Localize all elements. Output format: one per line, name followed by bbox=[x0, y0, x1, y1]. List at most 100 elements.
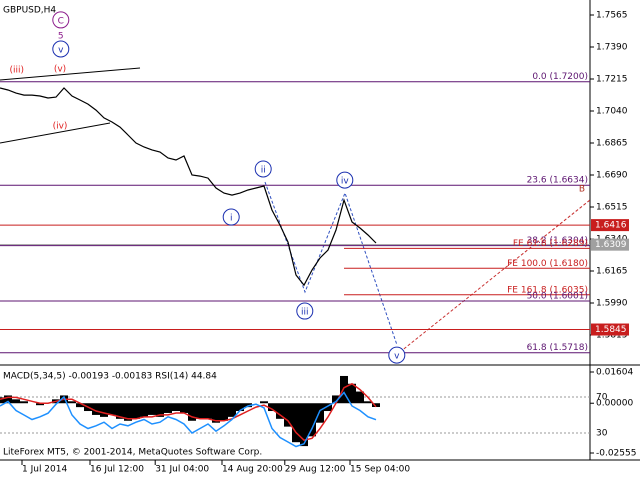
macd-bar bbox=[36, 403, 44, 406]
signal-line bbox=[0, 382, 377, 442]
macd-bar bbox=[276, 403, 284, 419]
macd-bar bbox=[364, 401, 372, 404]
price-line bbox=[0, 87, 377, 287]
macd-bar bbox=[0, 397, 4, 404]
macd-bar bbox=[356, 391, 364, 404]
price-box-label: 1.5845 bbox=[595, 325, 627, 335]
macd-bar bbox=[236, 403, 244, 412]
y2-tick-label: 70 bbox=[596, 393, 608, 403]
wave-label: v bbox=[58, 46, 64, 56]
macd-bar bbox=[132, 403, 140, 419]
y-tick-label: 1.7565 bbox=[596, 10, 628, 20]
wave-label: (iii) bbox=[10, 65, 25, 75]
level-label: 38.2 (1.6304) bbox=[527, 236, 588, 246]
macd-bar bbox=[204, 403, 212, 419]
macd-bar bbox=[228, 403, 236, 417]
macd-bar bbox=[340, 375, 348, 404]
y2-tick-label: 30 bbox=[596, 429, 608, 439]
macd-bar bbox=[12, 399, 20, 404]
trend-line bbox=[0, 67, 141, 81]
macd-bar bbox=[68, 401, 76, 404]
level-label: FE 61.8 (1.6289) bbox=[513, 239, 588, 249]
price-box-label: 1.6309 bbox=[595, 240, 627, 250]
y-tick-label: 1.5990 bbox=[596, 299, 628, 309]
rsi-line bbox=[0, 391, 377, 448]
macd-bar bbox=[284, 403, 292, 427]
y-tick-label: 1.6865 bbox=[596, 139, 628, 149]
level-label: 50.0 (1.6001) bbox=[527, 291, 588, 301]
wave-label: iv bbox=[341, 177, 350, 187]
x-tick-label: 1 Jul 2014 bbox=[22, 465, 67, 475]
y-tick-label: 1.6515 bbox=[596, 203, 628, 213]
y-tick-label: -0.02555 bbox=[596, 449, 636, 459]
macd-bar bbox=[20, 401, 28, 404]
macd-bar bbox=[324, 403, 332, 412]
wave-label: (iv) bbox=[53, 122, 68, 132]
macd-bar bbox=[100, 403, 108, 417]
macd-bar bbox=[316, 403, 324, 423]
macd-bar bbox=[260, 401, 268, 404]
wave-label: v bbox=[394, 352, 400, 362]
wave-circle bbox=[336, 171, 354, 189]
wave-circle bbox=[52, 40, 70, 58]
macd-bar bbox=[292, 403, 300, 443]
wave-label: C bbox=[58, 16, 64, 26]
y-tick-label: 1.7390 bbox=[596, 42, 628, 52]
macd-bar bbox=[172, 403, 180, 412]
symbol-title: GBPUSD,H4 bbox=[3, 6, 56, 16]
wave-circle bbox=[52, 11, 70, 29]
macd-bar bbox=[108, 403, 116, 415]
price-box bbox=[591, 238, 629, 251]
x-tick-label: 15 Sep 04:00 bbox=[350, 465, 410, 475]
macd-bar bbox=[188, 403, 196, 421]
wave-label: (v) bbox=[54, 65, 66, 75]
wave-circle bbox=[296, 302, 314, 320]
y-tick-label: 1.7040 bbox=[596, 106, 628, 116]
wave-circle bbox=[254, 160, 272, 178]
indicator-title: MACD(5,34,5) -0.00193 -0.00183 RSI(14) 4… bbox=[3, 372, 217, 382]
macd-bar bbox=[348, 383, 356, 404]
y-tick-label: 0.01604 bbox=[596, 367, 633, 377]
wave-label: i bbox=[230, 214, 233, 224]
macd-bar bbox=[220, 403, 228, 421]
level-label: FE 161.8 (1.6035) bbox=[507, 285, 588, 295]
y-tick-label: 0.00000 bbox=[596, 399, 633, 409]
wave-label: ii bbox=[261, 165, 266, 175]
y-tick-label: 1.6690 bbox=[596, 171, 628, 181]
x-tick-label: 16 Jul 12:00 bbox=[90, 465, 144, 475]
wave-label: iii bbox=[301, 308, 309, 318]
level-label: 23.6 (1.6634) bbox=[527, 176, 588, 186]
x-tick-label: 31 Jul 04:00 bbox=[155, 465, 209, 475]
x-tick-label: 14 Aug 20:00 bbox=[222, 465, 283, 475]
wave-circle bbox=[388, 346, 406, 364]
macd-bar bbox=[332, 395, 340, 404]
macd-bar bbox=[180, 403, 188, 413]
macd-bar bbox=[76, 403, 84, 408]
level-label: FE 100.0 (1.6180) bbox=[507, 259, 588, 269]
trend-line bbox=[0, 122, 111, 144]
macd-bar bbox=[124, 403, 132, 421]
y-tick-label: 1.7215 bbox=[596, 74, 628, 84]
macd-bar bbox=[140, 403, 148, 417]
macd-bar bbox=[92, 403, 100, 415]
macd-bar bbox=[244, 403, 252, 408]
macd-bar bbox=[308, 403, 316, 437]
price-box bbox=[591, 219, 629, 232]
macd-bar bbox=[196, 403, 204, 419]
price-box bbox=[591, 323, 629, 336]
level-label: 61.8 (1.5718) bbox=[527, 343, 588, 353]
macd-bar bbox=[212, 403, 220, 423]
wave-path bbox=[264, 181, 398, 346]
wave-circle bbox=[222, 208, 240, 226]
macd-bar bbox=[372, 403, 380, 407]
y-tick-label: 1.6165 bbox=[596, 267, 628, 277]
wave-label: B bbox=[579, 184, 585, 194]
level-label: 0.0 (1.7200) bbox=[532, 72, 588, 82]
macd-bar bbox=[156, 403, 164, 417]
macd-bar bbox=[116, 403, 124, 419]
macd-bar bbox=[164, 403, 172, 413]
copyright: LiteForex MT5, © 2001-2014, MetaQuotes S… bbox=[3, 448, 262, 458]
macd-bar bbox=[300, 403, 308, 447]
